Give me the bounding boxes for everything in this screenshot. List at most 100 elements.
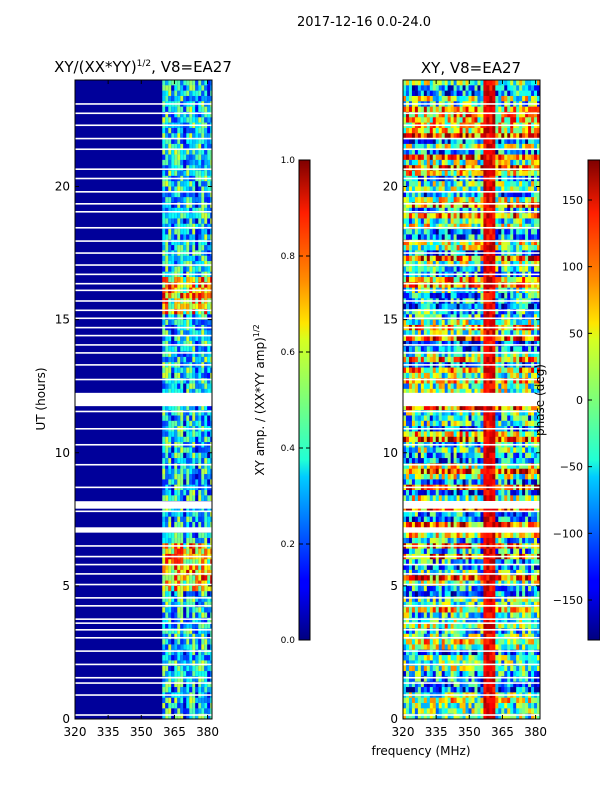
- flagged-row: [403, 618, 540, 620]
- flagged-row: [403, 112, 540, 115]
- phase-colorbar-tick-label: 50: [569, 327, 583, 340]
- flagged-row: [403, 264, 540, 266]
- flagged-row: [75, 629, 212, 631]
- flagged-row: [403, 148, 540, 151]
- flagged-row: [75, 545, 212, 547]
- flagged-row: [75, 378, 212, 381]
- phase-ytick-label: 20: [383, 180, 398, 194]
- flagged-gap: [403, 502, 540, 509]
- flagged-row: [75, 203, 212, 205]
- flagged-row: [75, 583, 212, 586]
- flagged-row: [75, 618, 212, 620]
- amplitude-panel-title: XY/(XX*YY)1/2, V8=EA27: [54, 58, 232, 76]
- flagged-row: [403, 137, 540, 140]
- amplitude-xtick-label: 380: [196, 725, 219, 739]
- flagged-row: [75, 137, 212, 140]
- flagged-row: [75, 334, 212, 337]
- flagged-row: [75, 663, 212, 666]
- phase-xtick-label: 320: [392, 725, 415, 739]
- flagged-row: [403, 650, 540, 652]
- flagged-row: [403, 226, 540, 229]
- flagged-row: [75, 650, 212, 652]
- flagged-row: [75, 191, 212, 193]
- amplitude-colorbar-tick-label: 0.2: [281, 540, 295, 550]
- phase-colorbar-tick-label: −100: [553, 527, 583, 540]
- flagged-row: [403, 124, 540, 127]
- amplitude-title-exponent: 1/2: [137, 59, 151, 69]
- amplitude-colorbar-label-main: XY amp. / (XX*YY amp): [253, 337, 267, 475]
- phase-colorbar-tick-label: 0: [576, 394, 583, 407]
- flagged-gap: [75, 502, 212, 509]
- flagged-row: [75, 273, 212, 276]
- phase-colorbar-label: phase (deg): [533, 364, 547, 436]
- flagged-row: [403, 252, 540, 254]
- phase-panel: XY, V8=EA27 320 335 350 365 380 0 5 10 15 20 freq…: [371, 59, 547, 758]
- flagged-gap: [403, 527, 540, 533]
- flagged-row: [403, 714, 540, 716]
- amplitude-colorbar-ticks: 0.0 0.2 0.4 0.6 0.8 1.0: [281, 156, 310, 646]
- flagged-row: [75, 300, 212, 302]
- flagged-row: [75, 177, 212, 180]
- phase-ytick-label: 15: [383, 313, 398, 327]
- flagged-row: [403, 273, 540, 276]
- flagged-row: [403, 486, 540, 489]
- amplitude-colorbar-tick-label: 0.8: [281, 252, 296, 262]
- flagged-row: [75, 486, 212, 489]
- amplitude-colorbar-tick-label: 0.6: [281, 348, 296, 358]
- phase-colorbar-tick-label: 150: [562, 194, 583, 207]
- flagged-row: [403, 410, 540, 413]
- amplitude-colorbar-tick-label: 1.0: [281, 156, 296, 166]
- flagged-row: [403, 326, 540, 329]
- flagged-row: [75, 714, 212, 716]
- flagged-row: [403, 443, 540, 446]
- flagged-row: [403, 300, 540, 302]
- flagged-row: [403, 694, 540, 696]
- amplitude-title-main: XY/(XX*YY): [54, 58, 137, 76]
- amplitude-xtick-label: 320: [64, 725, 87, 739]
- phase-colorbar-ticks: 150 100 50 0 −50 −100 −150: [553, 194, 592, 607]
- flagged-row: [403, 103, 540, 105]
- flagged-row: [403, 334, 540, 337]
- figure-suptitle: 2017-12-16 0.0-24.0: [297, 15, 431, 30]
- amplitude-ylabel: UT (hours): [34, 367, 48, 430]
- amplitude-ytick-label: 5: [62, 579, 70, 593]
- flagged-row: [403, 663, 540, 666]
- flagged-row: [75, 510, 212, 513]
- flagged-row: [403, 636, 540, 639]
- flagged-row: [75, 317, 212, 320]
- flagged-row: [75, 240, 212, 242]
- flagged-row: [75, 682, 212, 684]
- amplitude-colorbar: 0.0 0.2 0.4 0.6 0.8 1.0 XY amp. / (XX*YY amp)…: [252, 156, 311, 646]
- flagged-row: [75, 264, 212, 266]
- amplitude-ytick-label: 0: [62, 712, 70, 726]
- amplitude-colorbar-tick-label: 0.0: [281, 636, 296, 646]
- flagged-row: [403, 573, 540, 575]
- amplitude-xtick-label: 365: [163, 725, 186, 739]
- amplitude-title-tail: , V8=EA27: [151, 58, 232, 76]
- flagged-row: [75, 326, 212, 329]
- amplitude-heatmap: [75, 80, 212, 720]
- phase-axes-frame: [402, 79, 541, 720]
- amplitude-ytick-label: 10: [55, 446, 70, 460]
- flagged-row: [403, 378, 540, 381]
- flagged-row: [403, 191, 540, 193]
- phase-xtick-label: 365: [491, 725, 514, 739]
- phase-axis-ticks: 320 335 350 365 380 0 5 10 15 20: [383, 80, 547, 739]
- amplitude-colorbar-gradient: [298, 159, 311, 641]
- flagged-row: [403, 676, 540, 679]
- flagged-row: [403, 203, 540, 205]
- flagged-row: [403, 427, 540, 430]
- flagged-row: [75, 226, 212, 229]
- phase-xtick-label: 380: [524, 725, 547, 739]
- flagged-row: [403, 629, 540, 631]
- flagged-row: [403, 210, 540, 213]
- phase-ytick-label: 5: [390, 579, 398, 593]
- flagged-row: [75, 636, 212, 639]
- flagged-row: [75, 289, 212, 292]
- flagged-row: [403, 510, 540, 513]
- phase-colorbar: 150 100 50 0 −50 −100 −150 phase (deg): [533, 159, 600, 641]
- phase-ytick-label: 0: [390, 712, 398, 726]
- phase-panel-title: XY, V8=EA27: [421, 59, 521, 77]
- flagged-row: [75, 443, 212, 446]
- flagged-row: [75, 168, 212, 170]
